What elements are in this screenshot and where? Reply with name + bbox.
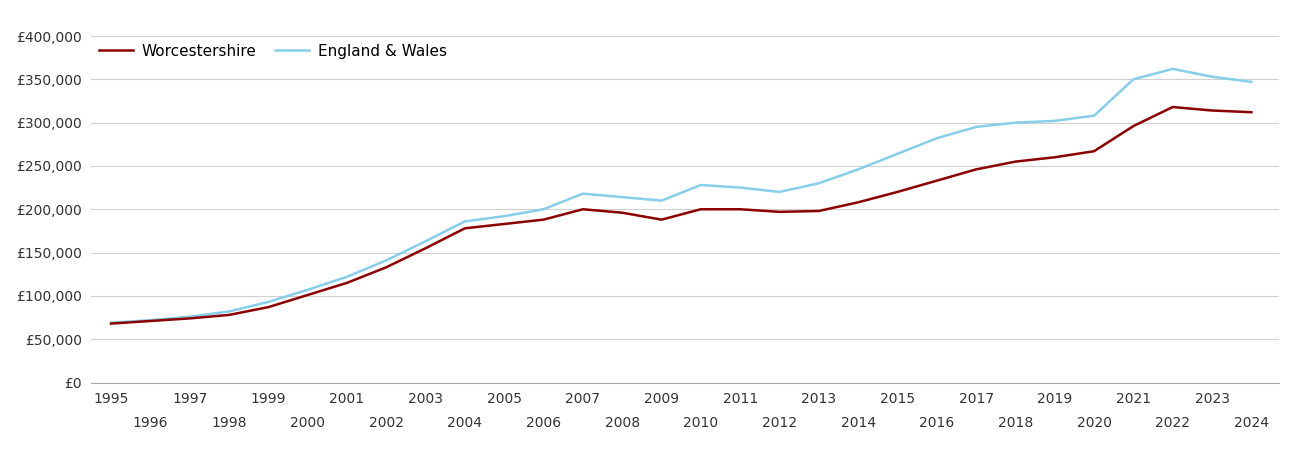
Worcestershire: [181, 316, 197, 321]
England & Wales: [968, 124, 984, 130]
Worcestershire: [457, 225, 472, 231]
England & Wales: [693, 182, 709, 188]
Worcestershire: [418, 246, 433, 251]
Worcestershire: [693, 207, 709, 212]
Worcestershire: [1047, 154, 1062, 160]
England & Wales: [654, 198, 669, 203]
England & Wales: [732, 185, 748, 190]
Text: 2018: 2018: [998, 416, 1034, 430]
Text: 2002: 2002: [369, 416, 403, 430]
Text: 2014: 2014: [840, 416, 876, 430]
England & Wales: [771, 189, 787, 194]
Text: 2008: 2008: [604, 416, 639, 430]
Worcestershire: [221, 312, 236, 318]
Worcestershire: [103, 321, 119, 326]
Worcestershire: [1244, 109, 1259, 115]
Text: 2000: 2000: [290, 416, 325, 430]
England & Wales: [1244, 79, 1259, 85]
Worcestershire: [142, 318, 158, 324]
Worcestershire: [496, 221, 512, 227]
Text: 2004: 2004: [448, 416, 483, 430]
England & Wales: [1086, 113, 1101, 118]
England & Wales: [1205, 74, 1220, 79]
England & Wales: [300, 287, 316, 292]
Worcestershire: [968, 166, 984, 172]
Worcestershire: [261, 305, 277, 310]
Worcestershire: [339, 280, 355, 286]
Worcestershire: [654, 217, 669, 222]
Worcestershire: [1086, 148, 1101, 154]
England & Wales: [1165, 66, 1181, 72]
England & Wales: [496, 213, 512, 219]
England & Wales: [615, 194, 630, 200]
Text: 2016: 2016: [919, 416, 954, 430]
Line: Worcestershire: Worcestershire: [111, 107, 1251, 324]
Worcestershire: [1007, 159, 1023, 164]
Text: 1996: 1996: [133, 416, 168, 430]
England & Wales: [103, 320, 119, 325]
Legend: Worcestershire, England & Wales: Worcestershire, England & Wales: [99, 44, 446, 58]
England & Wales: [810, 180, 826, 186]
England & Wales: [378, 258, 394, 263]
Line: England & Wales: England & Wales: [111, 69, 1251, 323]
Text: 2022: 2022: [1155, 416, 1190, 430]
Worcestershire: [536, 217, 552, 222]
Text: 1998: 1998: [211, 416, 247, 430]
Worcestershire: [732, 207, 748, 212]
England & Wales: [1126, 76, 1142, 82]
Text: 2020: 2020: [1077, 416, 1112, 430]
Worcestershire: [851, 200, 867, 205]
England & Wales: [457, 219, 472, 224]
Text: 2024: 2024: [1233, 416, 1268, 430]
England & Wales: [142, 317, 158, 323]
England & Wales: [1047, 118, 1062, 124]
England & Wales: [418, 238, 433, 244]
England & Wales: [181, 314, 197, 319]
Worcestershire: [771, 209, 787, 215]
Worcestershire: [1165, 104, 1181, 110]
England & Wales: [890, 151, 906, 157]
England & Wales: [261, 299, 277, 305]
England & Wales: [536, 207, 552, 212]
England & Wales: [339, 274, 355, 279]
Text: 2010: 2010: [684, 416, 719, 430]
England & Wales: [851, 166, 867, 172]
Worcestershire: [1126, 123, 1142, 129]
England & Wales: [576, 191, 591, 196]
Worcestershire: [300, 292, 316, 298]
England & Wales: [929, 135, 945, 141]
Worcestershire: [615, 210, 630, 216]
Worcestershire: [378, 265, 394, 270]
Worcestershire: [929, 178, 945, 183]
England & Wales: [1007, 120, 1023, 125]
Text: 2012: 2012: [762, 416, 797, 430]
Worcestershire: [890, 189, 906, 194]
Worcestershire: [810, 208, 826, 214]
England & Wales: [221, 309, 236, 314]
Text: 2006: 2006: [526, 416, 561, 430]
Worcestershire: [576, 207, 591, 212]
Worcestershire: [1205, 108, 1220, 113]
